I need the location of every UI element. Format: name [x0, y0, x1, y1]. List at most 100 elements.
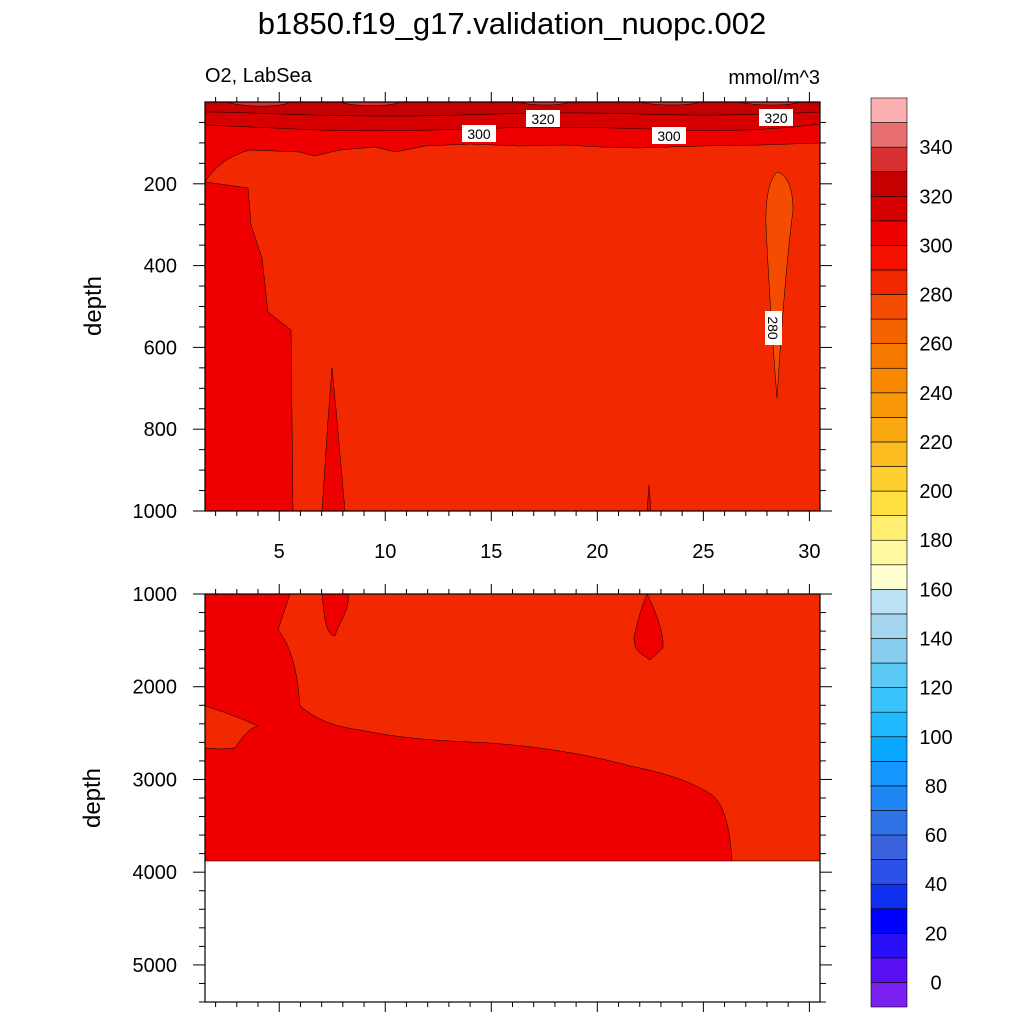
- fill-280-region: [205, 142, 820, 511]
- svg-text:320: 320: [531, 111, 555, 127]
- colorbar-swatch: [870, 294, 908, 320]
- upper-panel-fill: [205, 102, 820, 511]
- x-tick-label: 15: [480, 541, 502, 563]
- x-tick-label: 10: [374, 541, 396, 563]
- upper-y-tick-labels: 200 400 600 800 1000: [133, 174, 178, 523]
- colorbar-swatch: [870, 736, 908, 762]
- lower-panel-fill: [205, 594, 820, 1002]
- colorbar-swatch: [870, 932, 908, 959]
- x-tick-label: 5: [274, 541, 285, 563]
- upper-y-axis-label: depth: [80, 276, 107, 336]
- colorbar-swatch: [870, 785, 908, 811]
- colorbar-tick-label: 260: [919, 334, 952, 356]
- y-tick-label: 600: [144, 337, 177, 359]
- x-tick-label: 20: [586, 541, 608, 563]
- svg-text:280: 280: [765, 316, 781, 340]
- contour-label: 300: [652, 127, 686, 144]
- x-tick-label: 25: [692, 541, 714, 563]
- colorbar-swatch: [870, 146, 908, 173]
- y-tick-label: 5000: [133, 955, 178, 977]
- colorbar-tick-label: 340: [919, 137, 952, 159]
- y-tick-label: 2000: [133, 677, 178, 699]
- colorbar-swatch: [870, 490, 908, 516]
- colorbar-tick-label: 220: [919, 432, 952, 454]
- fill-300-tongue: [321, 367, 346, 511]
- svg-text:320: 320: [764, 110, 788, 126]
- colorbar-swatch: [870, 367, 908, 394]
- contour-label: 280: [765, 311, 782, 345]
- colorbar-swatch: [870, 662, 908, 688]
- colorbar-swatch: [870, 122, 908, 148]
- y-tick-label: 200: [144, 174, 177, 196]
- colorbar-tick-label: 200: [919, 481, 952, 503]
- y-tick-label: 400: [144, 256, 177, 278]
- colorbar-swatch: [870, 466, 908, 492]
- colorbar-swatch: [870, 687, 908, 713]
- lower-y-axis-label: depth: [79, 768, 106, 828]
- y-tick-label: 4000: [133, 862, 178, 884]
- units-label: mmol/m^3: [728, 67, 820, 89]
- colorbar-swatch: [870, 97, 908, 123]
- colorbar-tick-label: 280: [919, 285, 952, 307]
- chart-title: b1850.f19_g17.validation_nuopc.002: [257, 6, 767, 41]
- colorbar: [870, 97, 908, 1008]
- colorbar-swatch: [870, 982, 908, 1008]
- colorbar-tick-label: 240: [919, 383, 952, 405]
- x-tick-labels: 5 10 15 20 25 30: [274, 541, 821, 563]
- colorbar-swatch: [870, 269, 908, 295]
- field-label: O2, LabSea: [205, 65, 313, 87]
- colorbar-tick-label: 160: [919, 579, 952, 601]
- below-bottom-region: [205, 861, 820, 1002]
- fill-260-region: [765, 171, 794, 399]
- y-tick-label: 1000: [133, 501, 178, 523]
- colorbar-tick-label: 20: [925, 923, 947, 945]
- colorbar-tick-labels: 0 20 40 60 80 100 120 140 160 180 200 220 240 260 280 3…: [919, 137, 952, 994]
- colorbar-swatch: [870, 318, 908, 344]
- colorbar-swatch: [870, 883, 908, 910]
- contour-label: 320: [759, 109, 793, 126]
- contour-label: 320: [526, 110, 560, 127]
- colorbar-swatch: [870, 539, 908, 566]
- svg-text:300: 300: [657, 128, 681, 144]
- colorbar-tick-label: 320: [919, 186, 952, 208]
- colorbar-tick-label: 300: [919, 235, 952, 257]
- colorbar-swatch: [870, 245, 908, 271]
- colorbar-tick-label: 120: [919, 678, 952, 700]
- colorbar-swatch: [870, 195, 908, 222]
- colorbar-tick-label: 40: [925, 874, 947, 896]
- colorbar-tick-label: 80: [925, 776, 947, 798]
- colorbar-swatch: [870, 711, 908, 738]
- colorbar-swatch: [870, 761, 908, 787]
- colorbar-swatch: [870, 171, 908, 197]
- svg-text:300: 300: [467, 126, 491, 142]
- colorbar-swatch: [870, 417, 908, 443]
- colorbar-tick-label: 100: [919, 727, 952, 749]
- upper-panel-ticks: [193, 92, 832, 521]
- fill-300-spike: [646, 484, 652, 511]
- colorbar-swatch: [870, 613, 908, 639]
- colorbar-swatch: [870, 564, 908, 590]
- colorbar-swatch: [870, 343, 908, 369]
- colorbar-tick-label: 60: [925, 825, 947, 847]
- colorbar-tick-label: 180: [919, 530, 952, 552]
- fill-280-region: [277, 594, 820, 862]
- contour-label: 300: [462, 125, 496, 142]
- colorbar-swatch: [870, 441, 908, 467]
- colorbar-swatch: [870, 392, 908, 418]
- fill-280-patch: [205, 705, 259, 750]
- colorbar-swatch: [870, 834, 908, 860]
- y-tick-label: 3000: [133, 769, 178, 791]
- y-tick-label: 800: [144, 419, 177, 441]
- colorbar-swatch: [870, 515, 908, 541]
- x-tick-label: 30: [798, 541, 820, 563]
- colorbar-swatch: [870, 859, 908, 885]
- colorbar-swatch: [870, 638, 908, 664]
- colorbar-swatch: [870, 589, 908, 615]
- colorbar-swatch: [870, 220, 908, 246]
- lower-y-tick-labels: 1000 2000 3000 4000 5000: [133, 584, 178, 977]
- colorbar-tick-label: 140: [919, 628, 952, 650]
- colorbar-swatch: [870, 810, 908, 836]
- colorbar-swatch: [870, 908, 908, 934]
- colorbar-swatch: [870, 957, 908, 983]
